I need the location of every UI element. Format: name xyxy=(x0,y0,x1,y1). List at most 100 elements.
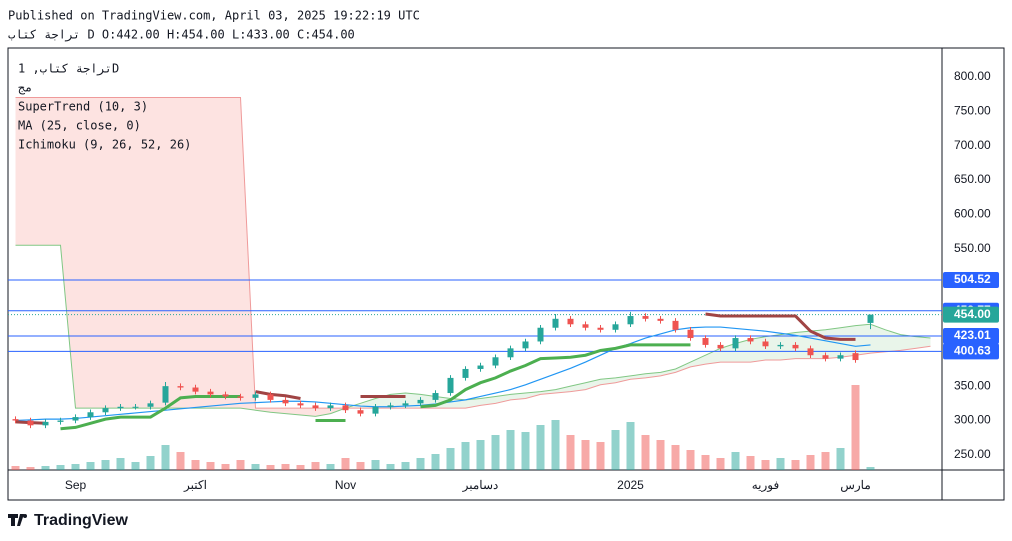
volume-bar xyxy=(686,450,695,470)
ichimoku-cloud xyxy=(855,324,871,356)
volume-bar xyxy=(641,435,650,470)
y-tick-label: 300.00 xyxy=(954,413,991,427)
volume-bar xyxy=(221,464,230,470)
volume-bar xyxy=(176,452,185,470)
candle-body xyxy=(807,348,814,356)
volume-bar xyxy=(191,460,200,470)
y-tick-label: 800.00 xyxy=(954,69,991,83)
ichimoku-cloud xyxy=(840,325,856,358)
volume-bar xyxy=(116,458,125,470)
candle-body xyxy=(12,419,19,421)
volume-bar xyxy=(701,455,710,470)
candle-body xyxy=(837,355,844,359)
candle-body xyxy=(867,314,874,323)
candle-body xyxy=(552,318,559,328)
volume-bar xyxy=(866,467,875,470)
volume-bar xyxy=(836,448,845,470)
candle-body xyxy=(657,318,664,321)
price-label-box xyxy=(943,306,999,323)
candle-body xyxy=(402,403,409,406)
candle-body xyxy=(672,320,679,330)
ichimoku-cloud xyxy=(180,97,196,409)
candle-body xyxy=(417,399,424,404)
price-label: 423.01 xyxy=(954,328,991,342)
candle-body xyxy=(567,318,574,325)
volume-bar xyxy=(26,467,35,470)
candle-body xyxy=(267,394,274,400)
candle-body xyxy=(207,391,214,395)
candle-body xyxy=(252,394,259,398)
y-tick-label: 600.00 xyxy=(954,206,991,220)
published-note: Published on TradingView.com, April 03, … xyxy=(8,9,420,23)
volume-bar xyxy=(56,465,65,470)
ichimoku-cloud xyxy=(555,386,571,394)
candle-body xyxy=(492,357,499,366)
ichimoku-cloud xyxy=(135,97,151,409)
candle-body xyxy=(582,324,589,328)
volume-bar xyxy=(671,445,680,470)
volume-bar xyxy=(446,448,455,470)
ichimoku-cloud xyxy=(480,396,496,406)
ichimoku-cloud xyxy=(165,97,181,409)
candle-body xyxy=(57,420,64,422)
volume-bar xyxy=(431,454,440,470)
candle-body xyxy=(462,368,469,378)
price-label-box xyxy=(943,271,999,288)
volume-bar xyxy=(746,456,755,470)
candle-body xyxy=(852,353,859,361)
volume-bar xyxy=(236,460,245,470)
ichimoku-cloud xyxy=(405,393,421,409)
volume-bar xyxy=(566,435,575,470)
price-label: 504.52 xyxy=(954,272,991,286)
ichimoku-cloud xyxy=(570,382,586,392)
candle-body xyxy=(732,338,739,349)
ichimoku-cloud xyxy=(150,97,166,409)
candle-body xyxy=(372,406,379,414)
volume-bar xyxy=(611,430,620,470)
x-tick-label: دسامبر xyxy=(462,478,499,492)
volume-bar xyxy=(251,464,260,470)
candle-body xyxy=(717,344,724,349)
candle-body xyxy=(192,387,199,392)
candle-body xyxy=(177,386,184,388)
volume-bar xyxy=(341,458,350,470)
volume-bar xyxy=(101,460,110,470)
ichimoku-cloud xyxy=(75,97,91,409)
ichimoku-cloud xyxy=(705,348,721,365)
ichimoku-cloud xyxy=(525,391,541,399)
volume-bar xyxy=(11,466,20,470)
x-tick-label: فوريه xyxy=(752,478,780,492)
volume-bar xyxy=(131,462,140,470)
volume-bar xyxy=(656,440,665,470)
candle-body xyxy=(702,338,709,345)
x-tick-label: مارس xyxy=(840,478,871,492)
price-label: 400.63 xyxy=(954,344,991,358)
volume-bar xyxy=(401,462,410,470)
ichimoku-cloud xyxy=(45,97,61,246)
overlay: 250.00300.00350.00400.00450.00500.00550.… xyxy=(18,62,999,492)
volume-bar xyxy=(851,385,860,470)
ichimoku-span-b xyxy=(15,96,931,409)
price-label-box xyxy=(943,327,999,344)
legend-entry: Ichimoku (9, 26, 52, 26) xyxy=(18,138,191,152)
y-tick-label: 350.00 xyxy=(954,378,991,392)
candle-body xyxy=(162,386,169,403)
candle-body xyxy=(282,399,289,404)
ichimoku-cloud xyxy=(870,324,886,354)
ichimoku-cloud xyxy=(885,329,901,352)
x-tick-label: 2025 xyxy=(617,478,644,492)
y-tick-label: 700.00 xyxy=(954,138,991,152)
x-tick-label: Nov xyxy=(335,478,356,492)
volume-bar xyxy=(731,452,740,470)
candle-body xyxy=(87,412,94,418)
y-tick-label: 550.00 xyxy=(954,241,991,255)
candle-body xyxy=(27,420,34,426)
candle-body xyxy=(597,327,604,330)
ichimoku-cloud xyxy=(735,339,751,363)
candle-body xyxy=(747,338,754,342)
moving-average xyxy=(15,326,871,422)
volume-bar xyxy=(161,445,170,470)
ichimoku-cloud xyxy=(720,343,736,363)
volume-bar xyxy=(461,442,470,470)
ichimoku-cloud xyxy=(780,332,796,361)
